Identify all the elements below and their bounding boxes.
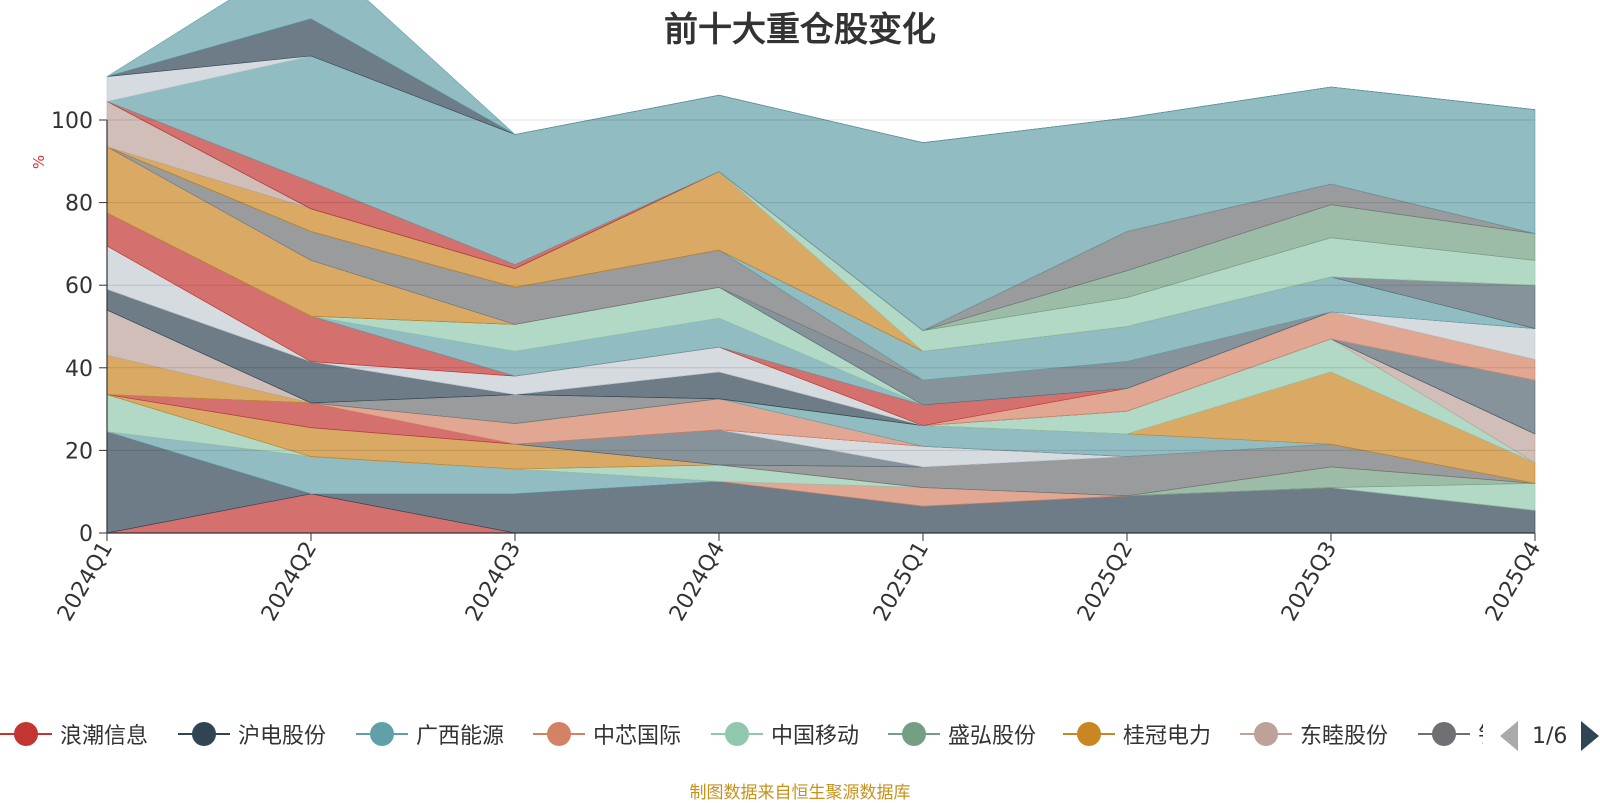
legend-marker-icon (888, 721, 940, 747)
legend-prev-page-arrow-icon[interactable] (1500, 721, 1518, 751)
legend-next-page-arrow-icon[interactable] (1581, 721, 1600, 751)
legend-items: 浪潮信息 沪电股份 广西能源 中芯国际 中国移动 盛弘股份 桂冠电力 东睦股份 钅 (0, 716, 1483, 756)
x-tick-label: 2024Q4 (665, 538, 730, 626)
legend-marker-icon (711, 721, 763, 747)
legend-label: 钅 (1478, 718, 1483, 750)
area-series-40 (106, 0, 1536, 144)
legend-marker-icon (0, 721, 52, 747)
legend-item[interactable]: 桂冠电力 (1063, 716, 1211, 752)
y-tick-label: 80 (65, 192, 93, 217)
legend-item[interactable]: 盛弘股份 (888, 716, 1036, 752)
legend-marker-icon (1063, 721, 1115, 747)
legend-item[interactable]: 钅 (1418, 716, 1483, 752)
legend-label: 中芯国际 (593, 724, 682, 749)
chart-title: 前十大重仓股变化 (664, 10, 936, 50)
area-series-group (105, 0, 1536, 534)
legend-item[interactable]: 广西能源 (356, 716, 504, 752)
legend-item[interactable]: 浪潮信息 (0, 716, 148, 752)
x-tick-label: 2025Q4 (1481, 538, 1546, 626)
legend-item[interactable]: 沪电股份 (178, 716, 326, 752)
x-tick-label: 2025Q1 (869, 538, 934, 626)
y-axis-unit-label: % (30, 155, 48, 169)
legend-label: 广西能源 (416, 724, 505, 749)
legend-marker-icon (1418, 721, 1470, 747)
x-tick-label: 2024Q3 (461, 538, 526, 626)
legend-label: 东睦股份 (1300, 724, 1389, 749)
stacked-area-chart: 0 20 40 60 80 100 2024Q1 2024Q2 2024Q3 2024Q4 2025… (30, 0, 1546, 626)
y-tick-label: 0 (79, 522, 93, 547)
legend-page-indicator: 1/6 (1532, 723, 1568, 749)
legend-item[interactable]: 东睦股份 (1240, 716, 1388, 752)
y-tick-label: 60 (65, 274, 93, 299)
legend-label: 盛弘股份 (948, 724, 1037, 749)
data-source-note: 制图数据来自恒生聚源数据库 (689, 783, 911, 803)
legend-label: 中国移动 (771, 724, 860, 749)
x-tick-label: 2024Q1 (53, 538, 118, 626)
legend-marker-icon (178, 721, 230, 747)
y-tick-label: 40 (65, 357, 93, 382)
axes (99, 119, 1536, 541)
x-tick-label: 2024Q2 (257, 538, 322, 626)
y-tick-label: 100 (51, 109, 93, 134)
legend-label: 沪电股份 (238, 724, 327, 749)
y-tick-label: 20 (65, 439, 93, 464)
x-tick-label: 2025Q2 (1073, 538, 1138, 626)
legend: 浪潮信息 沪电股份 广西能源 中芯国际 中国移动 盛弘股份 桂冠电力 东睦股份 钅 1/6 (0, 716, 1600, 756)
legend-label: 浪潮信息 (60, 724, 149, 749)
legend-marker-icon (533, 721, 585, 747)
legend-marker-icon (356, 721, 408, 747)
legend-pager: 1/6 (1500, 718, 1600, 754)
legend-item[interactable]: 中国移动 (711, 716, 859, 752)
legend-item[interactable]: 中芯国际 (533, 716, 681, 752)
x-tick-label: 2025Q3 (1277, 538, 1342, 626)
legend-marker-icon (1240, 721, 1292, 747)
legend-label: 桂冠电力 (1123, 724, 1212, 749)
